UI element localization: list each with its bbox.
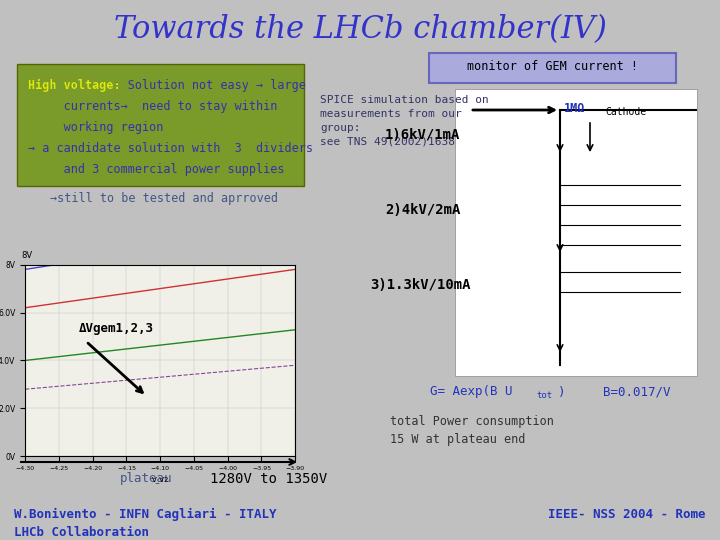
Text: → a candidate solution with  3  dividers: → a candidate solution with 3 dividers	[28, 142, 313, 155]
Text: 8V: 8V	[22, 251, 33, 260]
Text: SPICE simulation based on
measurements from our
group:
see TNS 49(2002)1638: SPICE simulation based on measurements f…	[320, 95, 489, 147]
Text: W.Bonivento - INFN Cagliari - ITALY
LHCb Collaboration: W.Bonivento - INFN Cagliari - ITALY LHCb…	[14, 508, 276, 539]
Text: working region: working region	[28, 121, 163, 134]
Text: total Power consumption
15 W at plateau end: total Power consumption 15 W at plateau …	[390, 415, 554, 446]
Text: currents→  need to stay within: currents→ need to stay within	[28, 100, 277, 113]
Text: ΔVgem1,2,3: ΔVgem1,2,3	[79, 322, 154, 335]
FancyBboxPatch shape	[429, 53, 676, 83]
Text: plateau: plateau	[120, 472, 173, 485]
X-axis label: V_V2: V_V2	[151, 477, 169, 483]
Text: )     B=0.017/V: ) B=0.017/V	[558, 386, 670, 399]
Text: →still to be tested and aprroved: →still to be tested and aprroved	[50, 192, 278, 205]
Text: 1)6kV/1mA: 1)6kV/1mA	[385, 128, 460, 142]
Text: High voltage: Solution not easy → large: High voltage: Solution not easy → large	[28, 79, 306, 92]
Text: G= Aexp(B U: G= Aexp(B U	[430, 386, 513, 399]
Text: and 3 commercial power supplies: and 3 commercial power supplies	[28, 163, 284, 176]
Text: monitor of GEM current !: monitor of GEM current !	[467, 60, 638, 73]
Text: 1280V to 1350V: 1280V to 1350V	[210, 472, 328, 486]
Text: High voltage:: High voltage:	[28, 79, 121, 92]
Text: Cathode: Cathode	[605, 107, 646, 117]
Text: 3)1.3kV/10mA: 3)1.3kV/10mA	[370, 278, 470, 292]
FancyBboxPatch shape	[455, 89, 697, 376]
Text: 2)4kV/2mA: 2)4kV/2mA	[385, 203, 460, 217]
Text: 1MΩ: 1MΩ	[564, 103, 585, 116]
Text: Towards the LHCb chamber(IV): Towards the LHCb chamber(IV)	[114, 15, 606, 45]
Text: IEEE- NSS 2004 - Rome: IEEE- NSS 2004 - Rome	[549, 508, 706, 521]
FancyBboxPatch shape	[17, 64, 304, 186]
Text: tot: tot	[536, 392, 552, 401]
